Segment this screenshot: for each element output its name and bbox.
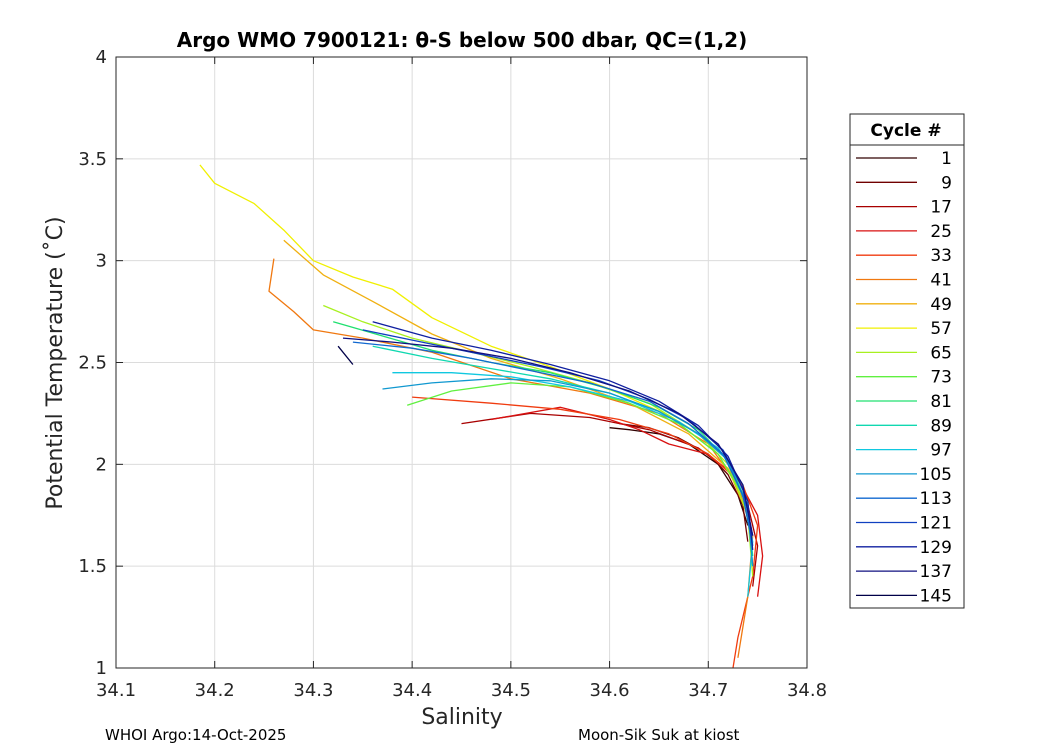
legend-label-cycle-73: 73 bbox=[930, 368, 952, 388]
y-tick-label: 1 bbox=[96, 658, 107, 679]
x-axis: 34.1 34.2 34.3 34.4 34.5 34.6 34.7 34.8 bbox=[96, 57, 827, 701]
x-tick-label: 34.3 bbox=[293, 680, 333, 701]
x-tick-label: 34.7 bbox=[688, 680, 728, 701]
y-axis: 1 1.5 2 2.5 3 3.5 4 bbox=[78, 47, 807, 679]
x-axis-label: Salinity bbox=[421, 705, 502, 730]
series-line-cycle-129 bbox=[372, 321, 754, 550]
legend-label-cycle-1: 1 bbox=[941, 149, 952, 169]
x-tick-label: 34.5 bbox=[491, 680, 531, 701]
legend-label-cycle-65: 65 bbox=[930, 343, 952, 363]
y-tick-label: 2.5 bbox=[78, 353, 107, 374]
series-line-cycle-145 bbox=[337, 345, 354, 365]
footer-author: Moon-Sik Suk at kiost bbox=[578, 726, 740, 744]
x-tick-label: 34.6 bbox=[590, 680, 630, 701]
legend-label-cycle-57: 57 bbox=[930, 319, 952, 339]
legend-label-cycle-145: 145 bbox=[920, 586, 952, 606]
series-line-cycle-17 bbox=[461, 412, 759, 587]
legend-label-cycle-49: 49 bbox=[930, 295, 952, 315]
legend-label-cycle-41: 41 bbox=[930, 271, 952, 291]
legend-label-cycle-89: 89 bbox=[930, 416, 952, 436]
legend-label-cycle-33: 33 bbox=[930, 246, 952, 266]
x-tick-label: 34.2 bbox=[195, 680, 235, 701]
y-tick-label: 1.5 bbox=[78, 556, 107, 577]
series-line-cycle-113 bbox=[352, 341, 754, 546]
x-tick-label: 34.8 bbox=[787, 680, 827, 701]
legend: Cycle # 1 9 17 25 33 41 49 57 65 73 81 89 97 105 113 12… bbox=[849, 113, 965, 609]
x-tick-label: 34.1 bbox=[96, 680, 136, 701]
legend-label-cycle-97: 97 bbox=[930, 441, 952, 461]
legend-label-cycle-113: 113 bbox=[920, 489, 952, 509]
legend-title: Cycle # bbox=[870, 121, 941, 141]
legend-label-cycle-121: 121 bbox=[920, 514, 952, 534]
chart-title: Argo WMO 7900121: θ-S below 500 dbar, QC… bbox=[177, 28, 747, 52]
legend-label-cycle-137: 137 bbox=[920, 562, 952, 582]
legend-label-cycle-129: 129 bbox=[920, 538, 952, 558]
plot-area bbox=[199, 164, 764, 669]
legend-label-cycle-25: 25 bbox=[930, 222, 952, 242]
legend-box bbox=[849, 113, 965, 609]
series-line-cycle-49 bbox=[283, 239, 754, 567]
y-tick-label: 2 bbox=[96, 454, 107, 475]
legend-label-cycle-105: 105 bbox=[920, 465, 952, 485]
legend-label-cycle-81: 81 bbox=[930, 392, 952, 412]
y-tick-label: 3.5 bbox=[78, 149, 107, 170]
series-line-cycle-137 bbox=[342, 337, 754, 536]
y-tick-label: 4 bbox=[96, 47, 107, 68]
x-tick-label: 34.4 bbox=[392, 680, 432, 701]
footer-date: WHOI Argo:14-Oct-2025 bbox=[105, 726, 287, 744]
y-axis-label: Potential Temperature (˚C) bbox=[43, 216, 68, 509]
series-line-cycle-73 bbox=[407, 382, 754, 546]
legend-label-cycle-17: 17 bbox=[930, 198, 952, 218]
legend-label-cycle-9: 9 bbox=[941, 173, 952, 193]
y-tick-label: 3 bbox=[96, 251, 107, 272]
